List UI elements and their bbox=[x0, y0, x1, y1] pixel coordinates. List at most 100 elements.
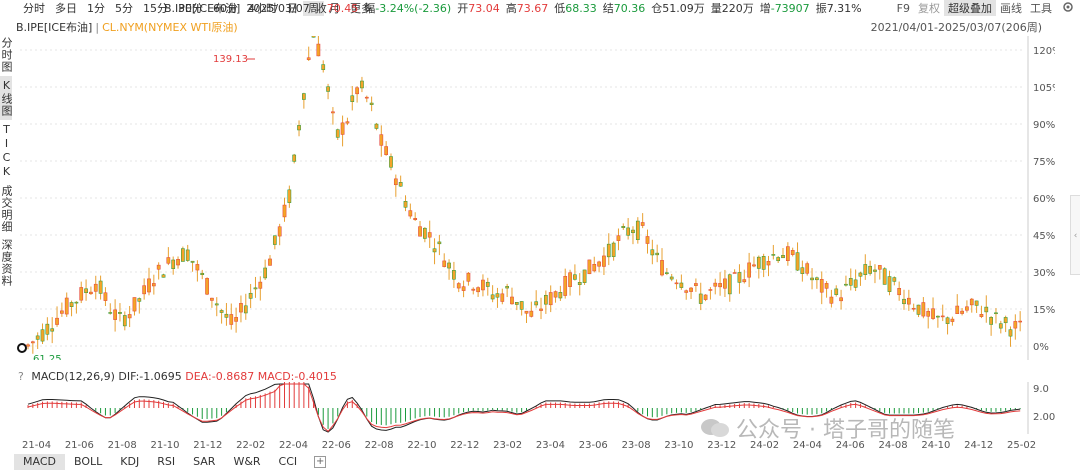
candle-body-101 bbox=[514, 302, 519, 305]
candle-body-108 bbox=[548, 292, 553, 306]
left-tab-1[interactable]: K线图 bbox=[0, 76, 13, 120]
candle-body-47 bbox=[253, 287, 258, 290]
indicator-tab-cci[interactable]: CCI bbox=[278, 455, 298, 468]
candle-body-173 bbox=[863, 264, 868, 275]
candle-body-4 bbox=[45, 323, 50, 335]
macd-y-tick-1: 2.00 bbox=[1033, 412, 1055, 423]
candle-body-133 bbox=[669, 276, 674, 280]
x-axis: 21-04 21-06 21-08 21-10 21-12 22-02 22-04 22-06… bbox=[22, 440, 1036, 451]
candle-body-203 bbox=[1008, 329, 1013, 337]
candle-body-177 bbox=[882, 268, 887, 285]
candle-body-30 bbox=[171, 259, 176, 269]
candle-body-112 bbox=[568, 272, 572, 287]
oi-change-label: 增 bbox=[759, 2, 771, 15]
period-tab-2[interactable]: 1分 bbox=[87, 1, 105, 15]
candle-body-197 bbox=[979, 314, 984, 317]
candle-body-27 bbox=[156, 264, 161, 270]
indicator-tab-macd[interactable]: MACD bbox=[14, 454, 65, 470]
legend-main-symbol[interactable]: B.IPE[ICE布油] bbox=[16, 21, 93, 34]
question-icon[interactable]: ? bbox=[18, 370, 24, 383]
candle-body-164 bbox=[819, 279, 824, 293]
tool-1[interactable]: 复权 bbox=[918, 2, 940, 15]
left-tab-3[interactable]: 成交明细 bbox=[0, 185, 13, 233]
period-tab-9[interactable]: 周 bbox=[303, 0, 324, 16]
candle-body-155 bbox=[776, 257, 781, 262]
candle-body-96 bbox=[490, 294, 495, 300]
period-tab-1[interactable]: 多日 bbox=[55, 1, 77, 15]
macd-value-label: MACD: bbox=[257, 370, 295, 383]
gear-icon[interactable] bbox=[1062, 1, 1074, 16]
candle-body-94 bbox=[481, 279, 485, 291]
period-tab-10[interactable]: 月 bbox=[329, 1, 340, 15]
period-tab-8[interactable]: 日 bbox=[287, 1, 298, 15]
left-tab-4[interactable]: 深度资料 bbox=[0, 239, 13, 287]
x-tick-6: 22-04 bbox=[279, 440, 308, 451]
main-kline-chart[interactable]: 120% 105% 90% 75% 60% 45% 30% 15% 0% 139.13 61.25 bbox=[15, 36, 1055, 360]
indicator-tab-wr[interactable]: W&R bbox=[233, 455, 261, 468]
candle-body-178 bbox=[887, 276, 892, 292]
candle-body-99 bbox=[505, 286, 509, 289]
period-tab-7[interactable]: 4小时 bbox=[248, 1, 277, 15]
candle-body-13 bbox=[89, 291, 93, 295]
tool-2[interactable]: 超级叠加 bbox=[944, 0, 996, 16]
indicator-tab-rsi[interactable]: RSI bbox=[157, 455, 176, 468]
tool-4[interactable]: 工具 bbox=[1030, 2, 1052, 15]
candle-body-63 bbox=[331, 111, 335, 114]
candle-body-103 bbox=[524, 310, 529, 314]
date-range[interactable]: 2021/04/01-2025/03/07(206周) bbox=[870, 21, 1042, 34]
quote-symbol: B.IPE[ICE布油] bbox=[164, 2, 241, 15]
candle-body-139 bbox=[698, 293, 703, 304]
left-tab-2[interactable]: TICK bbox=[0, 123, 13, 179]
candle-body-104 bbox=[529, 310, 534, 317]
candle-body-40 bbox=[219, 310, 224, 313]
indicator-tab-boll[interactable]: BOLL bbox=[73, 455, 103, 468]
y-tick-1: 105% bbox=[1033, 83, 1055, 94]
candle-body-23 bbox=[137, 298, 142, 302]
indicator-tab-kdj[interactable]: KDJ bbox=[120, 455, 140, 468]
wechat-icon bbox=[701, 419, 729, 437]
candle-body-58 bbox=[306, 57, 311, 60]
add-indicator-button[interactable]: + bbox=[314, 456, 327, 468]
y-tick-0: 120% bbox=[1033, 46, 1055, 57]
indicator-tab-sar[interactable]: SAR bbox=[193, 455, 216, 468]
y-tick-8: 0% bbox=[1033, 342, 1049, 353]
candle-body-21 bbox=[127, 314, 132, 319]
period-tab-4[interactable]: 15分 bbox=[143, 1, 168, 15]
candles bbox=[26, 36, 1023, 354]
x-tick-9: 22-10 bbox=[407, 440, 436, 451]
macd-chart[interactable]: 9.0 2.00 bbox=[15, 382, 1055, 434]
tool-0[interactable]: F9 bbox=[896, 1, 910, 15]
collapse-panel-button[interactable]: ‹ bbox=[1070, 195, 1080, 275]
left-tab-0[interactable]: 分时图 bbox=[0, 37, 13, 73]
candle-body-24 bbox=[142, 285, 147, 295]
legend-compare-symbol[interactable]: CL.NYM(NYMEX WTI原油) bbox=[102, 21, 238, 34]
candle-body-6 bbox=[55, 317, 59, 325]
amplitude-value: 7.31% bbox=[826, 2, 862, 15]
candle-body-194 bbox=[965, 306, 969, 311]
candle-body-53 bbox=[282, 204, 287, 218]
open-value: 73.04 bbox=[468, 2, 500, 15]
candle-body-92 bbox=[471, 288, 476, 291]
candle-body-39 bbox=[214, 303, 219, 306]
candle-body-113 bbox=[573, 274, 577, 280]
candle-body-191 bbox=[950, 318, 955, 322]
candle-body-120 bbox=[606, 243, 611, 258]
period-tab-0[interactable]: 分时 bbox=[23, 1, 45, 15]
dif-label: DIF: bbox=[118, 370, 140, 383]
top-toolbar: 分时 多日 1分 5分 15分 30分 60分 4小时日周月更多 F9 复权 超级叠加 画线 工具 bbox=[0, 0, 1080, 16]
candle-body-25 bbox=[147, 278, 151, 293]
period-tab-6[interactable]: 60分 bbox=[213, 1, 238, 15]
tool-3[interactable]: 画线 bbox=[1000, 2, 1022, 15]
candle-body-85 bbox=[437, 241, 442, 245]
candle-body-189 bbox=[940, 315, 945, 318]
candle-body-143 bbox=[718, 283, 722, 288]
candle-body-131 bbox=[660, 260, 664, 276]
period-tab-5[interactable]: 30分 bbox=[178, 1, 203, 15]
macd-label: MACD(12,26,9) bbox=[31, 370, 115, 383]
period-tab-3[interactable]: 5分 bbox=[115, 1, 133, 15]
candle-body-141 bbox=[708, 289, 713, 291]
candle-body-2 bbox=[35, 335, 40, 340]
candle-body-0 bbox=[26, 344, 30, 347]
candle-body-152 bbox=[761, 256, 766, 270]
period-tab-11[interactable]: 更多 bbox=[350, 1, 372, 15]
